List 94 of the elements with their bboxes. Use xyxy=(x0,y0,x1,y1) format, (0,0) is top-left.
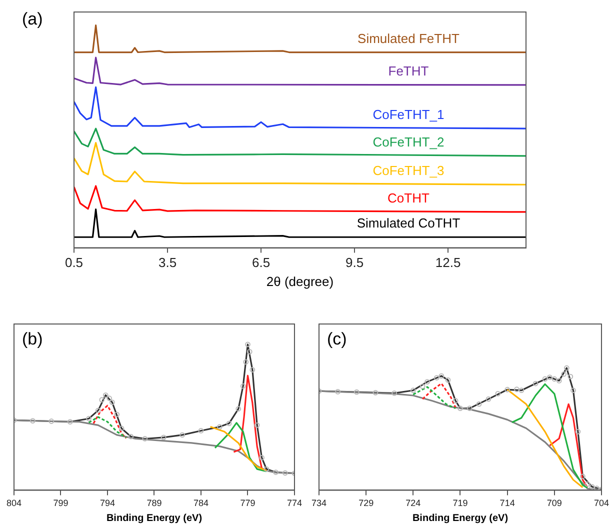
point xyxy=(561,371,567,377)
series-label: Simulated FeTHT xyxy=(358,30,460,46)
x-tick-label: 9.5 xyxy=(346,255,364,270)
point xyxy=(589,484,595,490)
point xyxy=(556,378,562,384)
point xyxy=(198,428,204,434)
point xyxy=(335,389,341,394)
point xyxy=(246,349,252,354)
point xyxy=(102,392,108,398)
x-tick-label: 794 xyxy=(100,498,116,508)
point xyxy=(518,388,524,394)
point xyxy=(564,365,570,371)
point xyxy=(542,376,548,382)
point xyxy=(67,419,73,425)
text: (a) xyxy=(22,10,43,29)
point xyxy=(420,384,426,390)
point xyxy=(594,486,600,490)
point xyxy=(259,454,264,460)
x-tick-label: 3.5 xyxy=(158,255,177,270)
point xyxy=(99,397,105,403)
series-label: FeTHT xyxy=(388,64,429,79)
point xyxy=(392,390,398,396)
point xyxy=(372,390,378,396)
point xyxy=(354,389,360,395)
point xyxy=(254,422,260,428)
point xyxy=(476,401,482,407)
x-tick-label: 799 xyxy=(53,498,68,508)
point xyxy=(216,424,222,430)
point xyxy=(486,396,492,402)
x-tick-label: 0.5 xyxy=(64,255,84,270)
point xyxy=(568,374,574,380)
point xyxy=(452,398,458,404)
point xyxy=(570,388,576,394)
x-tick-label: 704 xyxy=(594,498,610,508)
point xyxy=(48,418,54,424)
point xyxy=(118,426,124,432)
point xyxy=(466,406,472,412)
text: (c) xyxy=(327,330,347,349)
point xyxy=(580,474,586,480)
x-tick-label: 714 xyxy=(500,498,515,508)
point xyxy=(410,388,416,394)
x-tick-label: 709 xyxy=(546,498,562,508)
point xyxy=(584,481,590,487)
x-axis-title: Binding Energy (eV) xyxy=(412,512,508,524)
x-tick-label: 724 xyxy=(406,498,421,508)
point xyxy=(438,373,444,379)
x-tick-label: 12.5 xyxy=(435,255,461,270)
x-axis-title: 2θ (degree) xyxy=(266,274,334,289)
point xyxy=(245,342,250,348)
point xyxy=(114,412,120,418)
point xyxy=(495,390,501,396)
series-label: Simulated CoTHT xyxy=(356,216,460,231)
point xyxy=(445,377,451,383)
point xyxy=(243,359,249,365)
x-tick-label: 734 xyxy=(311,498,327,508)
series-label: CoFeTHT_3 xyxy=(372,163,444,178)
point xyxy=(575,428,581,434)
x-axis-title: Binding Energy (eV) xyxy=(106,512,202,524)
point xyxy=(86,416,92,422)
x-tick-label: 789 xyxy=(146,498,162,508)
point xyxy=(180,432,185,438)
annotation: (b) xyxy=(22,330,43,349)
point xyxy=(434,375,440,380)
point xyxy=(282,470,288,476)
point xyxy=(514,386,520,392)
series-label: CoFeTHT_1 xyxy=(372,107,444,122)
x-tick-label: 784 xyxy=(193,498,209,508)
point xyxy=(424,379,430,385)
series-label: CoFeTHT_2 xyxy=(372,134,444,150)
point xyxy=(30,418,36,424)
x-tick-label: 729 xyxy=(358,498,374,508)
point xyxy=(250,367,256,372)
x-tick-label: 774 xyxy=(286,498,302,508)
point xyxy=(552,376,558,382)
point xyxy=(226,420,232,426)
point xyxy=(273,470,278,475)
point xyxy=(458,406,463,412)
point xyxy=(240,383,246,389)
point xyxy=(106,396,112,402)
point xyxy=(532,380,538,386)
point xyxy=(504,386,510,392)
series-label: CoTHT xyxy=(388,190,430,206)
point xyxy=(128,434,134,440)
point xyxy=(109,400,115,405)
x-tick-label: 779 xyxy=(240,498,256,508)
x-tick-label: 719 xyxy=(452,498,468,508)
point xyxy=(264,466,270,472)
x-tick-label: 804 xyxy=(6,498,22,508)
point xyxy=(236,406,242,412)
point xyxy=(547,374,552,380)
point xyxy=(160,434,166,440)
point xyxy=(95,408,101,414)
point xyxy=(142,436,148,442)
x-tick-label: 6.5 xyxy=(252,255,270,270)
